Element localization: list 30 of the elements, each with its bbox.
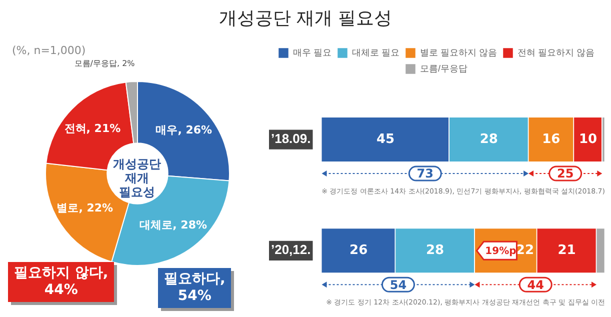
annotation: 44 (527, 278, 544, 292)
slice-label: 별로, 22% (56, 201, 114, 214)
text: 개성공단 재개 필요성 (218, 7, 394, 30)
data-label: 16 (542, 132, 560, 147)
legend-label: 대체로 필요 (352, 47, 400, 58)
data-label: 21 (558, 243, 576, 258)
data-label: 28 (480, 132, 498, 147)
slice-label: 매우, 26% (156, 123, 212, 136)
annotation: 73 (416, 166, 434, 181)
slice-label: 대체로, 28% (140, 218, 207, 232)
data-label: 10 (578, 132, 598, 147)
annotation: 54 (390, 278, 407, 292)
text: 개성공단 재개 필요성 (112, 157, 162, 199)
y-tick-label: ’18.09. (270, 131, 311, 146)
legend-label: 모름/무응답 (420, 63, 468, 74)
legend-label: 전혀 필요하지 않음 (518, 47, 595, 58)
text: 필요하다, 54% (158, 268, 232, 308)
slice-label: 모름/무응답, 2% (74, 58, 136, 68)
legend-label: 별로 필요하지 않음 (420, 47, 498, 58)
data-label: 22 (516, 243, 534, 258)
data-label: 28 (426, 243, 444, 258)
annotation: 19%p (485, 246, 516, 258)
annotation: 25 (556, 166, 574, 181)
slice-label: 전혀, 21% (64, 122, 121, 136)
legend-label: 매우 필요 (293, 47, 332, 58)
text: (%, n=1,000) (12, 44, 86, 57)
data-label: 26 (350, 243, 368, 258)
text: 필요하지 않다, 44% (8, 262, 114, 302)
data-label: 45 (376, 132, 395, 147)
y-tick-label: ’20,12. (270, 242, 311, 258)
